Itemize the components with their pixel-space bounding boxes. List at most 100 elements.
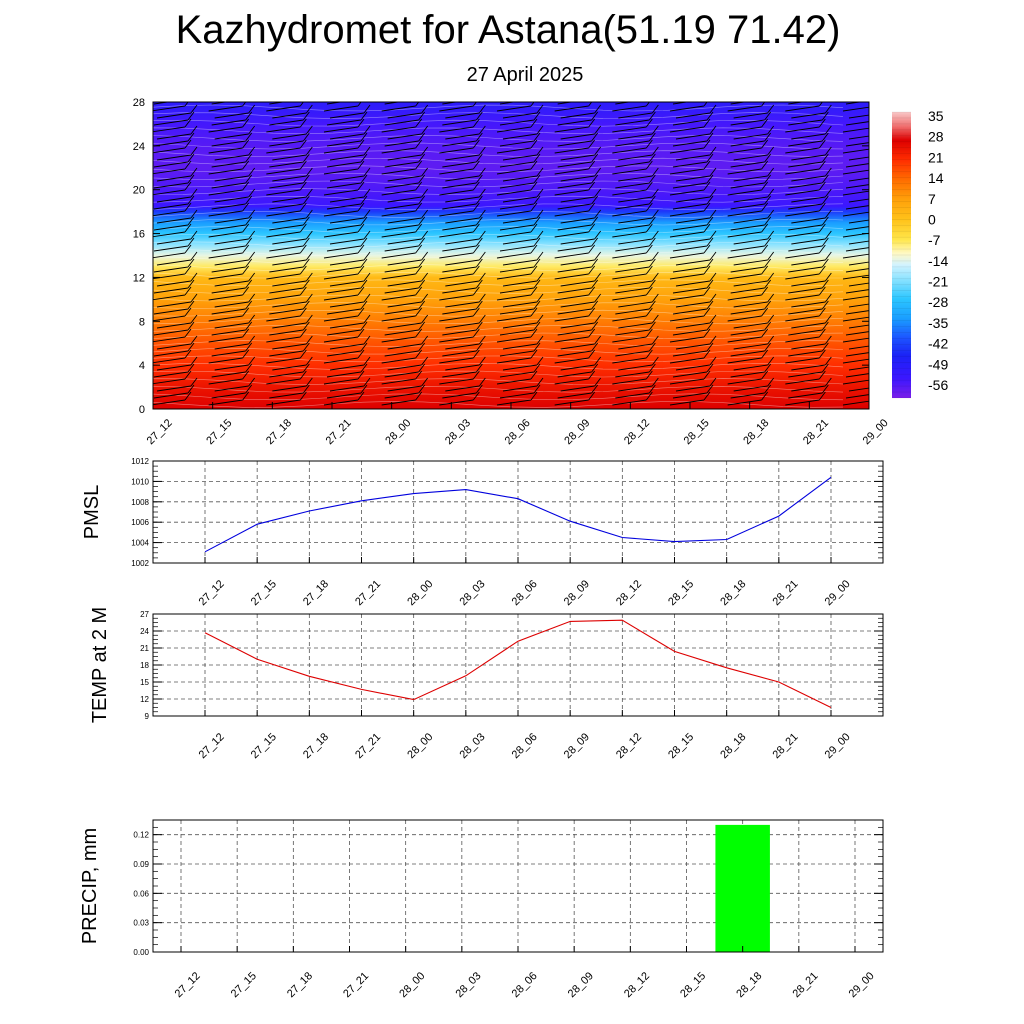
- wind-barb: [842, 274, 869, 280]
- wind-barb: [669, 160, 711, 175]
- wind-barb: [554, 181, 596, 196]
- wind-barb: [785, 391, 826, 406]
- wind-barb: [618, 230, 659, 245]
- wind-barb: [845, 373, 869, 378]
- wind-barb: [842, 106, 869, 112]
- wind-barb: [669, 328, 711, 343]
- wind-barb: [499, 300, 541, 315]
- wind-barb: [326, 132, 368, 147]
- contour-line: [153, 150, 844, 157]
- wind-barb: [788, 258, 829, 273]
- contour-line: [153, 347, 844, 355]
- wind-barb: [785, 139, 826, 154]
- contour-line: [153, 241, 844, 249]
- wind-barb: [727, 307, 769, 322]
- wind-barb: [496, 139, 538, 154]
- wind-barb: [211, 237, 253, 252]
- contour-line: [153, 157, 844, 165]
- wind-barb: [387, 314, 429, 329]
- wind-barb: [675, 188, 717, 203]
- wind-barb: [675, 272, 717, 287]
- wind-barb: [384, 279, 426, 294]
- wind-barb: [499, 102, 517, 105]
- wind-barb: [272, 146, 313, 161]
- wind-barb: [502, 377, 544, 392]
- wind-barb: [727, 139, 769, 154]
- wind-barb: [791, 314, 832, 329]
- contour-line: [153, 302, 844, 309]
- wind-barb: [496, 370, 538, 385]
- wind-barb: [502, 335, 544, 350]
- wind-barb: [439, 328, 480, 343]
- contour-line: [153, 332, 844, 340]
- wind-barb: [675, 104, 717, 119]
- wind-barb: [788, 279, 829, 294]
- wind-barb: [785, 118, 826, 133]
- wind-barb: [442, 363, 483, 378]
- wind-barb: [445, 251, 486, 266]
- contour-line: [153, 226, 844, 233]
- wind-barb: [842, 358, 869, 364]
- x-tick-label: 28_15: [682, 417, 712, 447]
- wind-barb: [153, 174, 195, 189]
- wind-barb: [499, 174, 541, 189]
- wind-barb: [496, 202, 538, 217]
- wind-barb: [560, 293, 602, 308]
- wind-barb: [612, 286, 653, 301]
- x-tick-label: 28_12: [614, 731, 644, 761]
- wind-barb: [618, 188, 659, 203]
- x-tick-label: 28_21: [790, 970, 820, 1000]
- wind-barb: [557, 174, 599, 189]
- wind-barb: [496, 328, 538, 343]
- wind-barb: [445, 293, 486, 308]
- wind-barb: [788, 111, 829, 126]
- wind-barb: [842, 379, 869, 385]
- wind-barb: [381, 307, 423, 322]
- wind-barb: [791, 377, 832, 392]
- wind-barb: [153, 153, 195, 168]
- wind-barb: [618, 293, 659, 308]
- wind-barb: [785, 102, 823, 112]
- wind-barb: [612, 181, 653, 196]
- wind-barb: [445, 377, 486, 392]
- x-tick-label: 29_00: [823, 578, 853, 608]
- wind-barb: [842, 400, 869, 406]
- wind-barb: [560, 230, 602, 245]
- wind-barb: [791, 251, 832, 266]
- wind-barb: [272, 209, 313, 224]
- wind-barb: [269, 216, 310, 231]
- wind-barb: [211, 384, 253, 399]
- wind-barb: [326, 111, 368, 126]
- chart-title: Kazhydromet for Astana(51.19 71.42): [175, 8, 841, 52]
- wind-barb: [323, 181, 365, 196]
- wind-barb: [445, 104, 486, 119]
- wind-barb: [785, 244, 826, 259]
- wind-barb: [560, 377, 602, 392]
- wind-barb: [845, 184, 869, 189]
- x-tick-label: 27_15: [249, 578, 279, 608]
- temp-2m-chart: 9 12 15 18 21 24 27 27_12 27_15 27_18 27_21 28_00 28…: [89, 607, 884, 761]
- wind-barb: [208, 102, 247, 112]
- wind-barb: [326, 342, 368, 357]
- wind-barb: [554, 286, 596, 301]
- wind-barb: [848, 387, 869, 392]
- wind-barb: [785, 265, 826, 280]
- wind-barb: [791, 104, 832, 119]
- wind-barb: [156, 146, 198, 161]
- x-tick-label: 28_15: [666, 731, 696, 761]
- x-tick-label: 27_18: [264, 417, 294, 447]
- wind-barb: [848, 135, 869, 140]
- wind-barb: [499, 237, 541, 252]
- y-tick-label: 28: [133, 97, 145, 109]
- x-tick-label: 27_21: [341, 970, 371, 1000]
- wind-barb: [445, 335, 486, 350]
- wind-barb: [554, 102, 593, 112]
- wind-barb: [323, 391, 365, 406]
- wind-barb: [842, 148, 869, 154]
- wind-barb: [615, 321, 656, 336]
- wind-barb: [266, 328, 307, 343]
- wind-barb: [615, 258, 656, 273]
- wind-barb: [848, 345, 869, 350]
- wind-barb: [153, 265, 192, 280]
- wind-barb: [672, 102, 690, 105]
